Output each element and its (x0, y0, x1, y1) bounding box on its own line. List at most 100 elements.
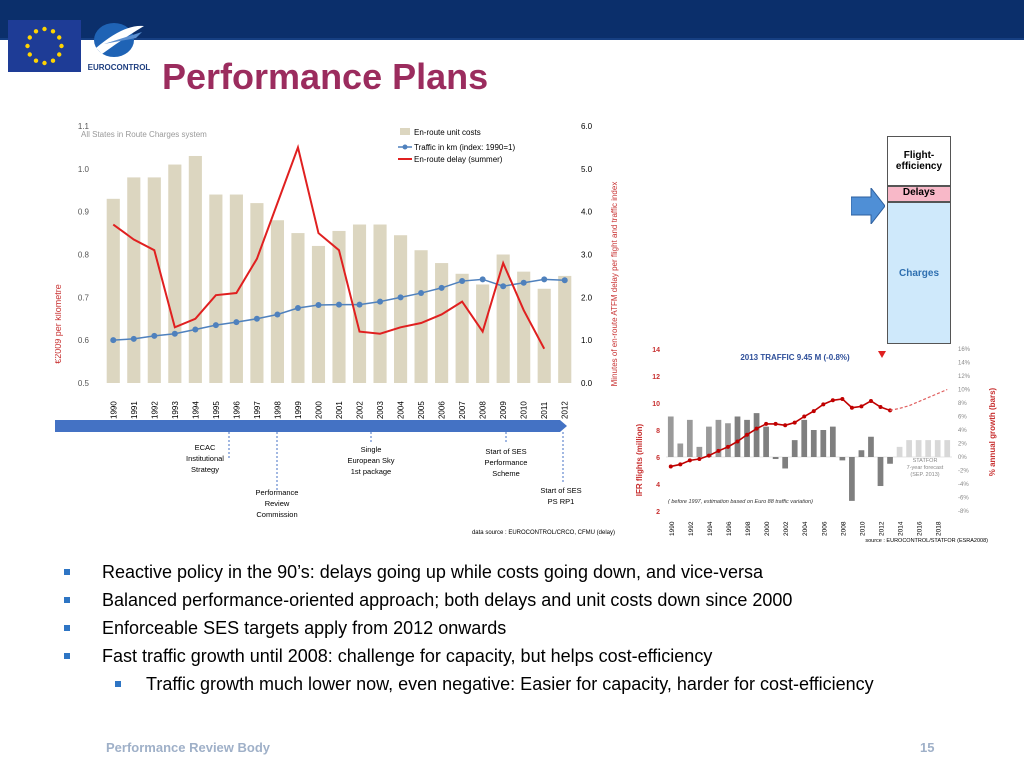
cost-bar (496, 254, 510, 383)
cost-bar (229, 194, 243, 383)
ifr-flights-point (811, 409, 816, 414)
growth-bar (725, 423, 731, 457)
cost-bar (127, 177, 141, 383)
growth-bar (839, 457, 846, 461)
x-tick-label: 1996 (232, 401, 241, 419)
legend-traffic: Traffic in km (index: 1990=1) (414, 143, 515, 152)
growth-bar (896, 446, 903, 457)
growth-bar (934, 440, 941, 457)
y-right-tick: -4% (958, 482, 969, 488)
timeline-arrow (55, 420, 567, 432)
ifr-flights-point (735, 439, 740, 444)
ifr-flights-line (670, 398, 891, 468)
x-tick-label: 1990 (669, 521, 676, 536)
y-left-tick: 14 (652, 347, 660, 354)
charges-box: Charges (887, 202, 951, 344)
growth-bar (801, 419, 808, 457)
growth-bar (686, 419, 693, 457)
y-left-tick: 1.1 (78, 122, 90, 131)
eu-star-icon (27, 52, 32, 57)
x-tick-label: 1998 (273, 401, 282, 419)
y-right-tick: 4% (958, 428, 967, 434)
x-tick-label: 2012 (879, 521, 886, 536)
y-left-tick: 2 (656, 509, 660, 516)
x-tick-label: 2008 (840, 521, 847, 536)
ifr-flights-point (668, 464, 673, 469)
y-left-tick: 0.5 (78, 379, 90, 388)
top-bar (0, 0, 1024, 40)
x-tick-label: 2007 (458, 401, 467, 419)
x-tick-label: 2005 (417, 401, 426, 419)
right-chart-source: source : EUROCONTROL/STATFOR (ESRA2008) (865, 538, 988, 544)
bullet-marker-icon (64, 653, 70, 659)
ifr-flights-point (821, 402, 826, 407)
traffic-point (459, 278, 466, 285)
forecast-label: STATFOR 7-year forecast (SEP. 2013) (907, 458, 944, 478)
traffic-point (294, 305, 301, 312)
ifr-flights-point (697, 457, 702, 462)
growth-bar (782, 457, 789, 469)
traffic-point (336, 301, 342, 308)
traffic-point (212, 322, 219, 329)
right-chart-title: 2013 TRAFFIC 9.45 M (-0.8%) (740, 353, 850, 362)
growth-bar (734, 416, 741, 457)
y-left-tick: 0.9 (78, 208, 90, 217)
traffic-point (171, 330, 178, 337)
timeline-ecac: ECAC Institutional Strategy (186, 443, 224, 474)
bullet-item: Fast traffic growth until 2008: challeng… (62, 642, 1012, 670)
ifr-flights-point (859, 404, 864, 409)
x-tick-label: 1995 (212, 401, 221, 419)
traffic-point (479, 276, 486, 283)
y-left-tick: 0.8 (78, 251, 90, 260)
y-right-tick: 8% (958, 401, 967, 407)
timeline-ses-ps: Start of SES Performance Scheme (485, 447, 528, 478)
y-right-tick: 0.0 (581, 379, 593, 388)
growth-bar (849, 457, 855, 501)
eu-star-icon (27, 35, 32, 40)
traffic-point (356, 301, 363, 308)
cost-bar (209, 194, 223, 383)
y-right-tick: 0% (958, 455, 967, 461)
y-left-tick: 10 (652, 401, 660, 408)
flight-efficiency-box: Flight-efficiency (887, 136, 951, 186)
growth-bar (706, 426, 712, 457)
growth-bar (877, 457, 884, 487)
cost-bar (270, 220, 285, 383)
cost-bar (188, 155, 202, 383)
cost-bar (537, 288, 551, 383)
traffic-point (192, 326, 199, 333)
x-tick-label: 2010 (859, 521, 866, 536)
growth-bar (696, 446, 703, 457)
y-right-tick: 2.0 (581, 293, 593, 302)
eu-star-icon (57, 35, 62, 40)
y-right-tick: -2% (958, 469, 969, 475)
ifr-flights-point (754, 426, 759, 431)
y-left-tick: 6 (656, 455, 660, 462)
ifr-flights-point (725, 444, 730, 449)
y-right-tick: 14% (958, 361, 971, 367)
x-tick-label: 2000 (764, 521, 771, 536)
chart-legend: En-route unit costs Traffic in km (index… (398, 128, 515, 164)
ifr-flights-point (840, 396, 845, 401)
growth-bar (829, 426, 836, 457)
eu-star-icon (33, 58, 39, 63)
cost-bar (558, 275, 572, 383)
x-tick-label: 1996 (726, 521, 733, 536)
bullet-marker-icon (64, 625, 70, 631)
legend-delay: En-route delay (summer) (414, 155, 503, 164)
x-tick-label: 2004 (397, 401, 406, 419)
x-tick-label: 1992 (688, 521, 695, 536)
x-tick-label: 2002 (356, 401, 365, 419)
y-right-tick: 6% (958, 415, 967, 421)
ifr-flights-point (678, 462, 683, 467)
ifr-flights-point (764, 421, 769, 426)
traffic-growth-chart: 14 12 10 8 6 4 2 16% 14% 12% 10% 8% 6% 4% 2% 0% -2% -4% -6… (635, 347, 997, 544)
y-right-tick: 6.0 (581, 122, 593, 131)
y-right-tick: -8% (958, 509, 969, 515)
traffic-point (130, 335, 137, 342)
ifr-flights-point (802, 414, 807, 419)
cost-bar (476, 284, 490, 383)
eu-star-icon (42, 26, 47, 32)
x-tick-label: 2016 (917, 521, 924, 536)
growth-bar (858, 450, 865, 457)
